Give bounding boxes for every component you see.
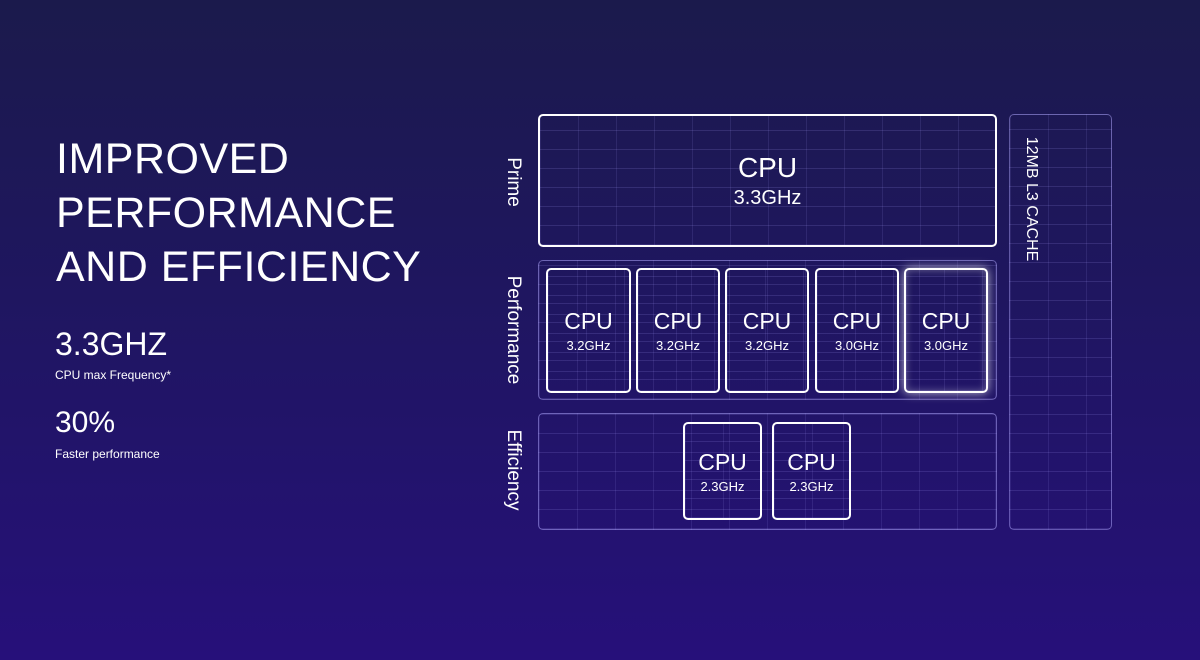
performance-core: CPU 3.2GHz [725,268,809,393]
core-name: CPU [564,308,613,334]
efficiency-core: CPU 2.3GHz [772,422,851,520]
core-name: CPU [737,151,798,183]
prime-core: CPU 3.3GHz [538,114,997,247]
core-frequency: 3.3GHz [733,186,802,209]
tier-label-efficiency: Efficiency [503,429,524,511]
performance-core: CPU 3.0GHz [815,268,899,393]
efficiency-cluster [538,413,997,530]
core-frequency: 3.0GHz [923,338,969,353]
l3-cache [1009,114,1112,530]
core-name: CPU [921,308,971,334]
tier-label-prime: Prime [503,157,524,207]
headline-line: PERFORMANCE [56,189,396,237]
stat-value-performance: 30% [55,406,116,439]
l3-cache-label: 12MB L3 CACHE [1023,136,1040,262]
stat-label-performance: Faster performance [55,447,160,461]
core-frequency: 3.0GHz [834,338,880,353]
core-frequency: 3.2GHz [566,338,611,353]
core-name: CPU [653,308,703,334]
headline-line: IMPROVED [56,135,290,183]
core-name: CPU [832,308,882,334]
core-frequency: 2.3GHz [789,478,834,494]
headline: IMPROVED PERFORMANCE AND EFFICIENCY [56,132,421,294]
efficiency-core: CPU 2.3GHz [683,422,762,520]
tier-label-performance: Performance [503,275,524,385]
core-frequency: 2.3GHz [700,478,745,494]
core-frequency: 3.2GHz [744,338,790,353]
core-frequency: 3.2GHz [655,338,701,353]
core-name: CPU [698,448,747,475]
performance-core: CPU 3.2GHz [546,268,631,393]
performance-core: CPU 3.2GHz [636,268,720,393]
performance-cluster [538,260,997,400]
core-name: CPU [787,448,836,475]
headline-line: AND EFFICIENCY [56,243,422,291]
core-name: CPU [742,308,792,334]
stat-label-frequency: CPU max Frequency* [55,368,172,382]
performance-core-highlighted: CPU 3.0GHz [904,268,988,393]
stat-value-frequency: 3.3GHZ [55,326,168,362]
